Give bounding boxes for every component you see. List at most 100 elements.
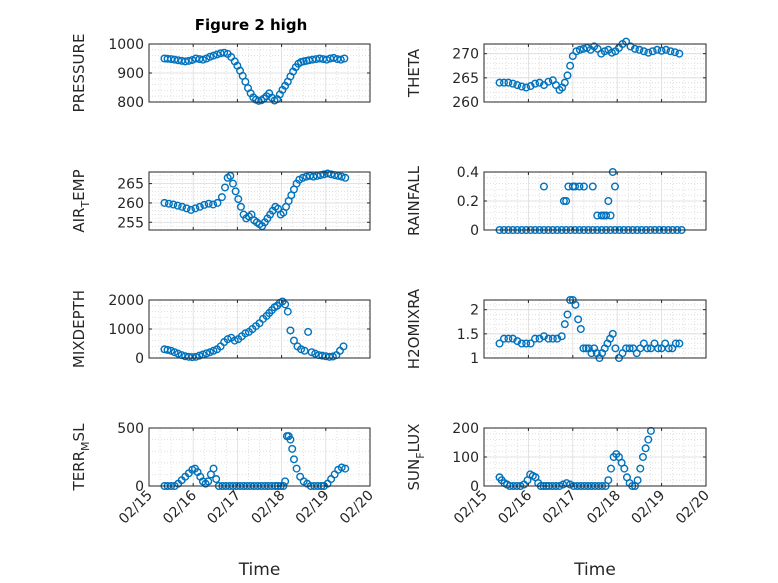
data-point (657, 46, 666, 55)
data-point (300, 346, 309, 355)
data-point (675, 49, 684, 58)
data-point (670, 48, 679, 57)
y-axis-label-part: LUX (405, 424, 423, 453)
data-point (281, 300, 290, 309)
data-point (495, 339, 504, 348)
x-tick-label: 02/17 (204, 488, 244, 528)
data-point (499, 78, 508, 87)
data-point (495, 78, 504, 87)
data-point (653, 45, 662, 54)
data-point (560, 320, 569, 329)
data-point (236, 202, 245, 211)
data-point (588, 182, 597, 191)
y-axis-label-part: H2OMIXRA (405, 288, 423, 369)
data-point (209, 200, 218, 209)
data-point (641, 444, 650, 453)
data-point (531, 79, 540, 88)
data-point (204, 477, 213, 486)
data-point (636, 464, 645, 473)
y-tick-label: 260 (452, 95, 479, 111)
y-tick-label: 1000 (108, 37, 144, 53)
data-point (526, 339, 535, 348)
y-tick-label: 0 (470, 479, 479, 495)
subplot-6: 1 1.5 2 H2OMIXRA (405, 288, 707, 369)
data-point (571, 182, 580, 191)
data-point (544, 334, 553, 343)
data-point (288, 444, 297, 453)
y-tick-label: 0 (135, 479, 144, 495)
y-axis-label-part: PRESSURE (70, 34, 88, 113)
data-point (289, 455, 298, 464)
data-point (626, 42, 635, 51)
x-tick-label: 02/20 (337, 488, 377, 528)
x-tick-label: 02/19 (629, 488, 669, 528)
data-point (226, 171, 235, 180)
data-point (513, 81, 522, 90)
data-point (504, 78, 513, 87)
x-axis-label: Time (573, 560, 616, 580)
data-point (513, 337, 522, 346)
data-point (576, 325, 585, 334)
y-tick-label: 0 (470, 223, 479, 239)
data-point (625, 344, 634, 353)
data-point (163, 345, 172, 354)
y-axis-label: H2OMIXRA (405, 288, 423, 369)
data-point (582, 344, 591, 353)
data-point (622, 37, 631, 46)
data-point (334, 171, 343, 180)
data-point (517, 339, 526, 348)
data-point (160, 198, 169, 207)
figure-title: Figure 2 high (195, 16, 308, 34)
data-point (173, 201, 182, 210)
data-point (566, 480, 575, 489)
data-point (579, 344, 588, 353)
data-point (675, 339, 684, 348)
axes-box (483, 43, 707, 103)
data-point (557, 332, 566, 341)
data-point (309, 172, 318, 181)
y-tick-label: 0.4 (457, 165, 479, 181)
data-point (517, 82, 526, 91)
y-tick-label: 265 (117, 177, 144, 193)
data-point (298, 173, 307, 182)
y-axis-label: MIXDEPTH (70, 290, 88, 368)
data-point (604, 476, 613, 485)
data-point (213, 198, 222, 207)
y-tick-label: 255 (117, 215, 144, 231)
data-point (560, 78, 569, 87)
subplot-2: 260 265 270 THETA (405, 37, 707, 111)
data-point (337, 172, 346, 181)
data-point (579, 182, 588, 191)
y-tick-label: 2 (470, 303, 479, 319)
data-point (336, 55, 345, 64)
y-axis-label-subscript: M (79, 441, 92, 451)
y-tick-label: 800 (117, 95, 144, 111)
data-point (531, 334, 540, 343)
data-point (654, 344, 663, 353)
data-point (329, 53, 338, 62)
data-point (322, 55, 331, 64)
data-point (191, 204, 200, 213)
data-point (198, 55, 207, 64)
data-point (209, 51, 218, 60)
data-point (281, 477, 290, 486)
data-point (304, 327, 313, 336)
data-point (217, 193, 226, 202)
y-tick-label: 1000 (108, 322, 144, 338)
y-tick-label: 260 (117, 196, 144, 212)
data-point (200, 200, 209, 209)
data-point (212, 475, 221, 484)
data-point (234, 195, 243, 204)
subplot-1: 800 900 1000 PRESSURE (70, 34, 371, 113)
data-point (563, 310, 572, 319)
data-point (633, 476, 642, 485)
data-point (191, 352, 200, 361)
y-tick-label: 100 (452, 450, 479, 466)
data-point (337, 463, 346, 472)
data-point (638, 453, 647, 462)
data-point (539, 332, 548, 341)
y-axis-label-subscript: T (79, 201, 92, 209)
